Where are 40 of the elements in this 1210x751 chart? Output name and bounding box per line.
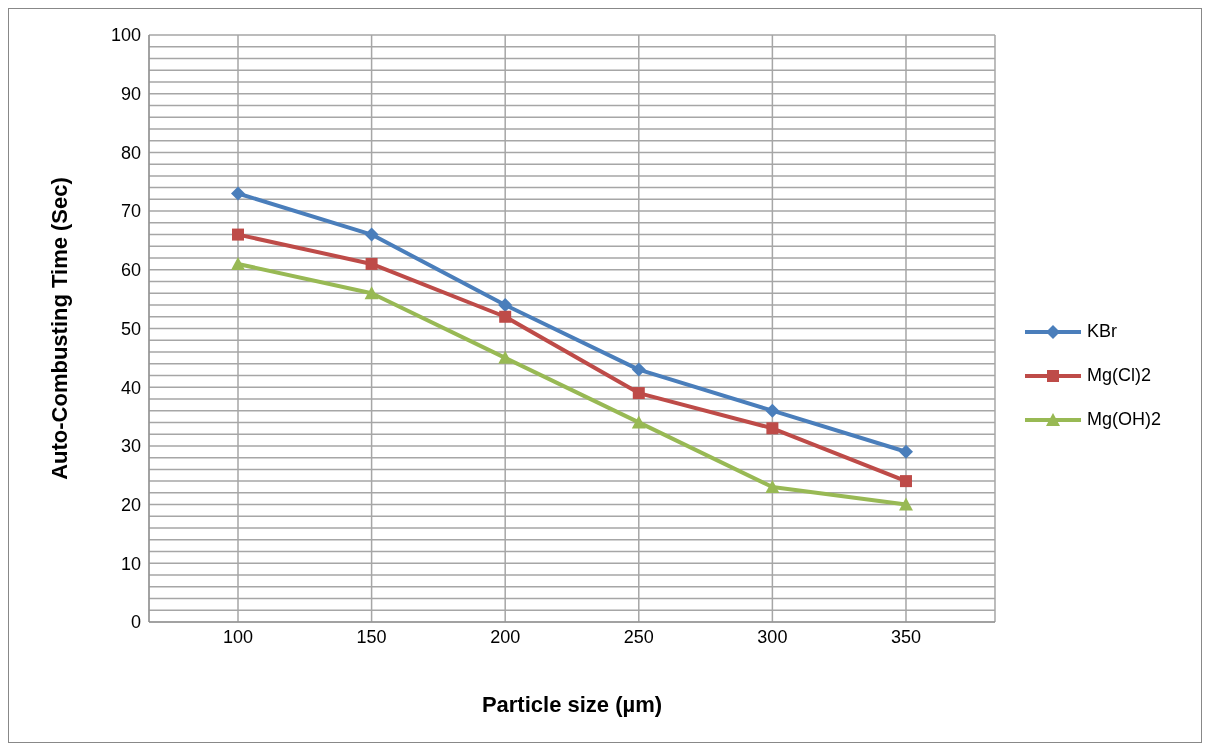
legend-label: Mg(Cl)2 (1086, 365, 1151, 386)
point (364, 227, 379, 242)
legend-label: KBr (1086, 321, 1117, 342)
y-tick-label: 80 (120, 142, 141, 163)
point (231, 186, 245, 201)
point (632, 387, 645, 400)
y-tick-label: 60 (120, 260, 141, 281)
point (498, 298, 513, 313)
x-tick-label: 250 (623, 626, 654, 647)
point (899, 475, 912, 488)
y-tick-label: 50 (120, 318, 141, 339)
x-tick-label: 200 (490, 626, 521, 647)
x-tick-label: 100 (222, 626, 254, 647)
point (499, 310, 512, 323)
y-tick-label: 90 (120, 84, 141, 105)
y-tick-label: 20 (120, 494, 141, 515)
point (498, 350, 513, 364)
point (231, 256, 245, 270)
point (364, 286, 379, 300)
y-tick-label: 40 (120, 377, 141, 398)
point (765, 403, 780, 418)
point (631, 362, 646, 377)
point (765, 479, 780, 493)
point (631, 415, 646, 429)
x-axis-title: Particle size (µm) (481, 692, 663, 717)
point (232, 228, 244, 241)
x-tick-label: 300 (757, 626, 788, 647)
y-tick-label: 30 (120, 436, 141, 457)
point (898, 497, 913, 511)
point (898, 444, 913, 459)
point (766, 422, 779, 435)
y-tick-label: 100 (110, 25, 141, 46)
x-tick-label: 350 (890, 626, 922, 647)
y-axis-title: Auto-Combusting Time (Sec) (46, 177, 72, 480)
x-tick-label: 150 (356, 626, 387, 647)
legend-label: Mg(OH)2 (1086, 409, 1161, 430)
y-tick-label: 10 (120, 553, 141, 574)
y-tick-label: 0 (130, 612, 141, 633)
y-tick-label: 70 (120, 201, 141, 222)
point (365, 257, 378, 270)
